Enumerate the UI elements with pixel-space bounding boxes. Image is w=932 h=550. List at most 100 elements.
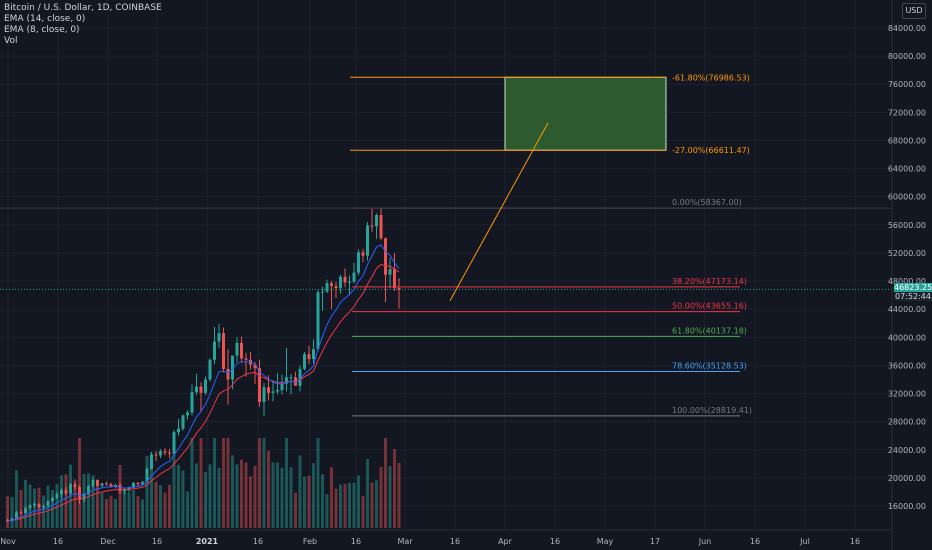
candle-body — [208, 359, 212, 380]
candle-body — [69, 484, 72, 494]
volume-bar — [186, 491, 189, 528]
fib-level-label: 100.00%(28819.41) — [672, 406, 752, 415]
volume-bar — [19, 490, 23, 528]
volume-bar — [222, 438, 225, 528]
volume-bar — [6, 496, 9, 528]
ema14-legend[interactable]: EMA (14, close, 0) — [4, 14, 86, 24]
time-tick-label: 16 — [850, 537, 860, 546]
extension-label: -27.00%(66611.47) — [672, 146, 750, 155]
time-tick-label: 16 — [351, 537, 361, 546]
candle-body — [307, 354, 311, 360]
volume-bar — [64, 474, 68, 528]
price-tick-label: 64000.00 — [888, 165, 926, 174]
volume-bar — [154, 481, 158, 528]
currency-button[interactable]: USD — [902, 3, 926, 19]
volume-bar — [366, 458, 369, 528]
candle-body — [312, 349, 315, 360]
ema-lines — [7, 244, 400, 522]
ema8-legend[interactable]: EMA (8, close, 0) — [4, 25, 80, 35]
time-tick-label: 16 — [750, 537, 760, 546]
candle-body — [33, 503, 36, 506]
fib-retracement[interactable]: 0.00%(58367.00) 38.20%(47173.14) 50.00%(43… — [0, 198, 892, 417]
volume-bar — [312, 463, 315, 528]
time-tick-label: Jun — [698, 537, 712, 546]
candle-body — [172, 432, 176, 454]
volume-bar — [73, 479, 77, 528]
candle-body — [199, 386, 203, 393]
candle-body — [96, 479, 99, 486]
candle-body — [64, 489, 68, 494]
price-tick-label: 24000.00 — [888, 446, 926, 455]
candle-body — [190, 392, 194, 413]
candle-body — [226, 368, 230, 380]
candle-body — [375, 214, 378, 227]
candle-body — [370, 225, 374, 227]
candle-body — [231, 355, 234, 380]
volume-bar — [69, 464, 72, 528]
volume-bar — [375, 480, 378, 528]
candle-body — [303, 354, 306, 369]
volume-bar — [298, 455, 302, 528]
fib-level-label: 0.00%(58367.00) — [672, 198, 742, 207]
candle-body — [46, 501, 50, 506]
candle-body — [366, 225, 369, 256]
volume-bar — [177, 464, 180, 528]
volume-legend[interactable]: Vol — [4, 36, 18, 46]
candle-body — [73, 484, 77, 488]
volume-bar — [235, 464, 239, 528]
volume-bar — [258, 438, 261, 528]
target-box[interactable]: -61.80%(76986.53) -27.00%(66611.47) — [350, 73, 750, 301]
volume-bar — [141, 499, 144, 528]
volume-bar — [348, 482, 351, 528]
candle-body — [136, 482, 140, 485]
candle-body — [10, 518, 14, 521]
candle-body — [159, 451, 162, 456]
time-tick-label: Jul — [799, 537, 810, 546]
candle-body — [186, 412, 189, 416]
symbol-title[interactable]: Bitcoin / U.S. Dollar, 1D, COINBASE — [4, 3, 162, 13]
time-tick-label: 16 — [450, 537, 460, 546]
volume-bar — [91, 475, 95, 528]
candle-body — [15, 512, 18, 519]
candle-body — [60, 489, 63, 495]
candle-body — [222, 333, 225, 369]
candle-body — [262, 387, 266, 402]
candle-body — [123, 489, 126, 492]
candle-body — [258, 368, 261, 402]
current-price-tag: 46823.25 07:52:44 — [894, 283, 932, 302]
time-tick-label: Feb — [303, 537, 317, 546]
extension-label: -61.80%(76986.53) — [672, 73, 750, 82]
volume-bar — [253, 465, 257, 528]
candle-body — [100, 483, 104, 486]
time-axis[interactable]: Nov 16 Dec 16 2021 16 Feb 16 Mar 16 Apr 16 May 17 Jun 1… — [0, 529, 892, 546]
candle-body — [217, 333, 221, 342]
volume-bar — [276, 462, 279, 528]
price-tick-label: 28000.00 — [888, 418, 926, 427]
candle-body — [276, 390, 279, 392]
candle-body — [330, 283, 333, 286]
volume-bar — [240, 459, 243, 528]
price-tick-label: 44000.00 — [888, 305, 926, 314]
price-axis[interactable]: 84000.00 80000.00 76000.00 72000.00 68000.00… — [888, 0, 926, 550]
volume-bar — [343, 484, 347, 528]
volume-bar — [397, 462, 401, 528]
volume-bar — [226, 438, 230, 528]
candle-body — [213, 341, 216, 360]
volume-bar — [213, 438, 216, 528]
volume-bar — [55, 484, 59, 528]
volume-bar — [289, 467, 293, 528]
time-tick-label: Nov — [0, 537, 16, 546]
chart-legend: Bitcoin / U.S. Dollar, 1D, COINBASE EMA … — [4, 3, 162, 47]
volume-bar — [294, 492, 297, 528]
candle-body — [384, 238, 387, 275]
volume-bar — [339, 484, 342, 528]
price-tick-label: 72000.00 — [888, 108, 926, 117]
time-tick-label: 16 — [550, 537, 560, 546]
time-tick-label: Dec — [100, 537, 115, 546]
candle-body — [298, 368, 302, 386]
candle-body — [154, 454, 158, 456]
price-tick-label: 68000.00 — [888, 136, 926, 145]
volume-bar — [280, 467, 284, 528]
